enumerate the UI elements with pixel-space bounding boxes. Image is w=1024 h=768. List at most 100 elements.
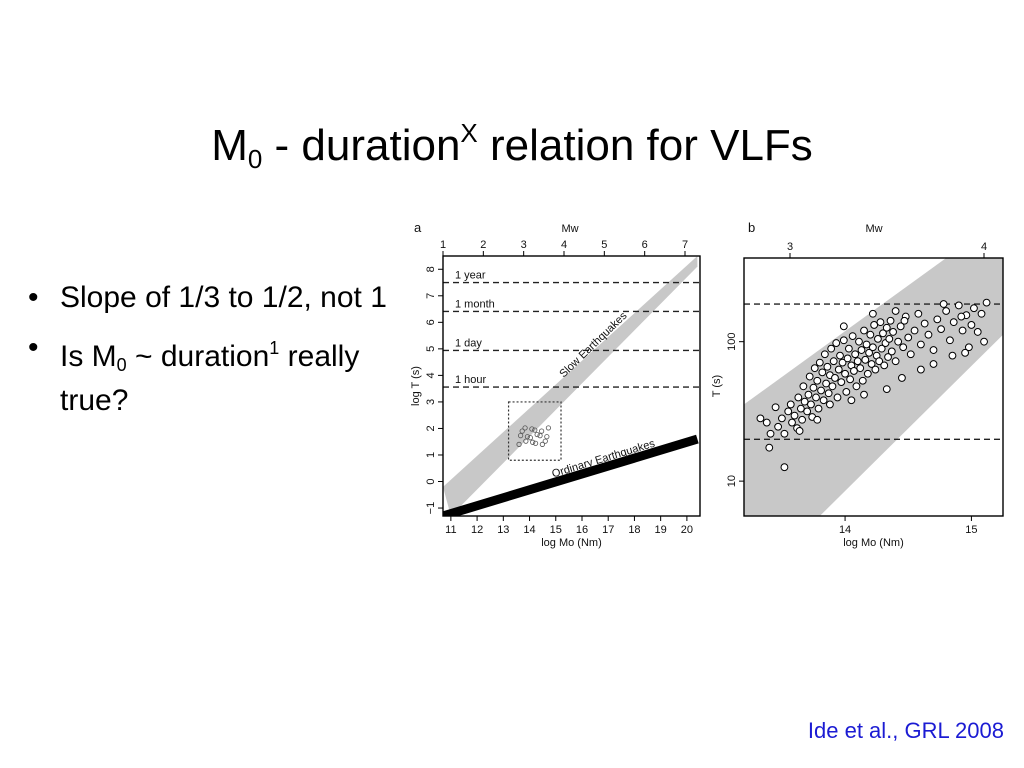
vlf-event-point (871, 365, 880, 374)
vlf-event-point (887, 347, 896, 356)
vlf-event-point (863, 369, 872, 378)
vlf-event-point (834, 365, 843, 374)
vlf-event-point (850, 367, 858, 375)
vlf-event-point (788, 418, 796, 427)
y-tick-label: 7 (425, 293, 437, 299)
vlf-event-point (980, 337, 988, 346)
vlf-event-point (868, 309, 877, 318)
vlf-event-point (544, 434, 550, 440)
x-tick-label: 12 (471, 524, 483, 536)
vlf-event-point (542, 438, 548, 444)
panel-a-frame (442, 255, 701, 517)
vlf-event-point (756, 414, 765, 423)
vlf-event-point (891, 357, 900, 366)
top-axis-label: Mw (865, 223, 882, 235)
vlf-event-point (832, 339, 841, 347)
top-tick-label: 6 (642, 239, 648, 251)
vlf-event-point (771, 403, 780, 412)
y-tick-label: 8 (425, 266, 437, 272)
bullet-dot-icon: • (28, 281, 39, 314)
vlf-event-point (780, 463, 789, 472)
vlf-event-point (851, 350, 860, 359)
vlf-event-point (929, 360, 938, 368)
y-tick-label: −1 (425, 502, 437, 515)
vlf-event-point (839, 336, 848, 345)
vlf-event-point (539, 441, 545, 447)
vlf-event-point (929, 346, 938, 354)
vlf-event-point (814, 404, 823, 413)
vlf-event-point (778, 414, 786, 423)
vlf-event-point (865, 348, 873, 357)
x-tick-label: 20 (681, 524, 693, 536)
vlf-event-point (853, 357, 862, 366)
y-tick-label: 0 (425, 478, 437, 484)
title-main: M (211, 121, 248, 170)
vlf-event-point (523, 438, 529, 444)
bullet-dot-icon: • (28, 331, 39, 364)
vlf-event-point (841, 369, 849, 378)
vlf-event-point (827, 344, 836, 353)
slide-title: M0 - durationX relation for VLFs (0, 103, 1024, 189)
x-tick-label: 19 (655, 524, 667, 536)
top-tick-label: 4 (981, 241, 987, 253)
vlf-event-point (522, 425, 528, 431)
vlf-event-point (958, 326, 967, 335)
vlf-event-point (824, 389, 833, 398)
vlf-event-point (973, 328, 982, 336)
vlf-event-point (858, 376, 867, 385)
vlf-event-point (765, 443, 774, 452)
vlf-event-point (812, 393, 820, 402)
y-tick-label: 5 (425, 346, 437, 352)
x-tick-label: 14 (839, 524, 851, 536)
citation: Ide et al., GRL 2008 (807, 718, 1004, 743)
top-tick-label: 3 (521, 239, 527, 251)
vlf-event-point (891, 307, 900, 315)
vlf-event-point (537, 433, 543, 439)
vlf-event-point (852, 382, 861, 391)
vlf-event-point (819, 396, 828, 405)
y-tick-label: 3 (425, 399, 437, 405)
vlf-event-point (842, 387, 851, 396)
vlf-event-point (516, 441, 522, 447)
vlf-event-point (899, 343, 908, 352)
slow-earthquake-band (744, 258, 1003, 516)
bullet-text: Slope of 1/3 to 1/2, not 1 (60, 281, 387, 314)
slow-earthquake-band (443, 256, 698, 516)
panel-b-frame (743, 257, 1004, 517)
vlf-event-point (861, 355, 870, 364)
vlf-event-point (937, 325, 945, 334)
vlf-event-point (946, 336, 954, 345)
top-tick-label: 2 (480, 239, 486, 251)
vlf-event-point (977, 309, 986, 318)
vlf-event-point (877, 344, 886, 353)
panel-b-plot-area (744, 258, 1003, 516)
top-tick-label: 3 (787, 241, 793, 253)
top-tick-label: 1 (440, 239, 446, 251)
vlf-event-point (799, 382, 808, 391)
vlf-event-point (924, 330, 933, 339)
vlf-event-point (844, 344, 853, 353)
vlf-event-point (961, 348, 969, 357)
vlf-event-point (807, 400, 815, 409)
reference-line-label: 1 day (455, 337, 482, 349)
vlf-event-point (868, 343, 877, 352)
vlf-event-point (762, 418, 771, 427)
vlf-event-point (822, 379, 831, 388)
vlf-event-point (794, 393, 803, 402)
bullet-text: Is M (60, 340, 117, 373)
vlf-event-point (800, 397, 809, 406)
title-end: relation for VLFs (477, 121, 813, 170)
vlf-event-point (875, 357, 884, 366)
vlf-event-point (870, 321, 879, 329)
y-tick-label: 10 (726, 475, 738, 487)
vlf-event-point (837, 378, 846, 387)
y-tick-label: 6 (425, 319, 437, 325)
vlf-event-point (894, 337, 903, 346)
x-axis-label: log Mo (Nm) (843, 537, 904, 549)
bullet-text: ~ duration (126, 340, 270, 373)
y-tick-label: 100 (726, 332, 738, 350)
vlf-event-point (967, 321, 976, 329)
bullet-superscript: 1 (269, 338, 280, 358)
vlf-event-point (874, 334, 882, 343)
vlf-event-point (906, 350, 915, 359)
